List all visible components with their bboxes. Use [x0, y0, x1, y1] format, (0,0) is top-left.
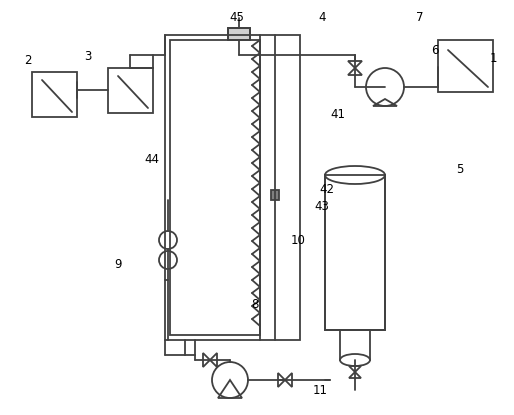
Bar — [32, 72, 77, 117]
Text: 1: 1 — [489, 51, 497, 64]
Bar — [108, 68, 153, 113]
Bar — [325, 175, 385, 330]
Text: 43: 43 — [315, 200, 329, 213]
Bar — [438, 40, 493, 92]
Text: 5: 5 — [456, 164, 464, 176]
Ellipse shape — [340, 354, 370, 366]
Bar — [170, 40, 260, 335]
Text: 2: 2 — [24, 54, 32, 66]
Text: 41: 41 — [331, 108, 345, 122]
Bar — [228, 28, 250, 40]
Bar — [165, 35, 300, 340]
Text: 3: 3 — [84, 51, 91, 63]
Bar — [271, 190, 279, 200]
Text: 44: 44 — [144, 154, 159, 166]
Text: 9: 9 — [114, 259, 122, 271]
Text: 8: 8 — [251, 298, 259, 312]
Text: 4: 4 — [318, 12, 326, 24]
Text: 45: 45 — [230, 12, 245, 24]
Text: 11: 11 — [313, 383, 327, 396]
Text: 42: 42 — [320, 183, 335, 196]
Text: 10: 10 — [290, 234, 305, 247]
Text: 6: 6 — [431, 44, 439, 56]
Bar — [325, 175, 385, 330]
Bar — [340, 330, 370, 360]
Text: 7: 7 — [416, 12, 424, 24]
Ellipse shape — [325, 166, 385, 184]
